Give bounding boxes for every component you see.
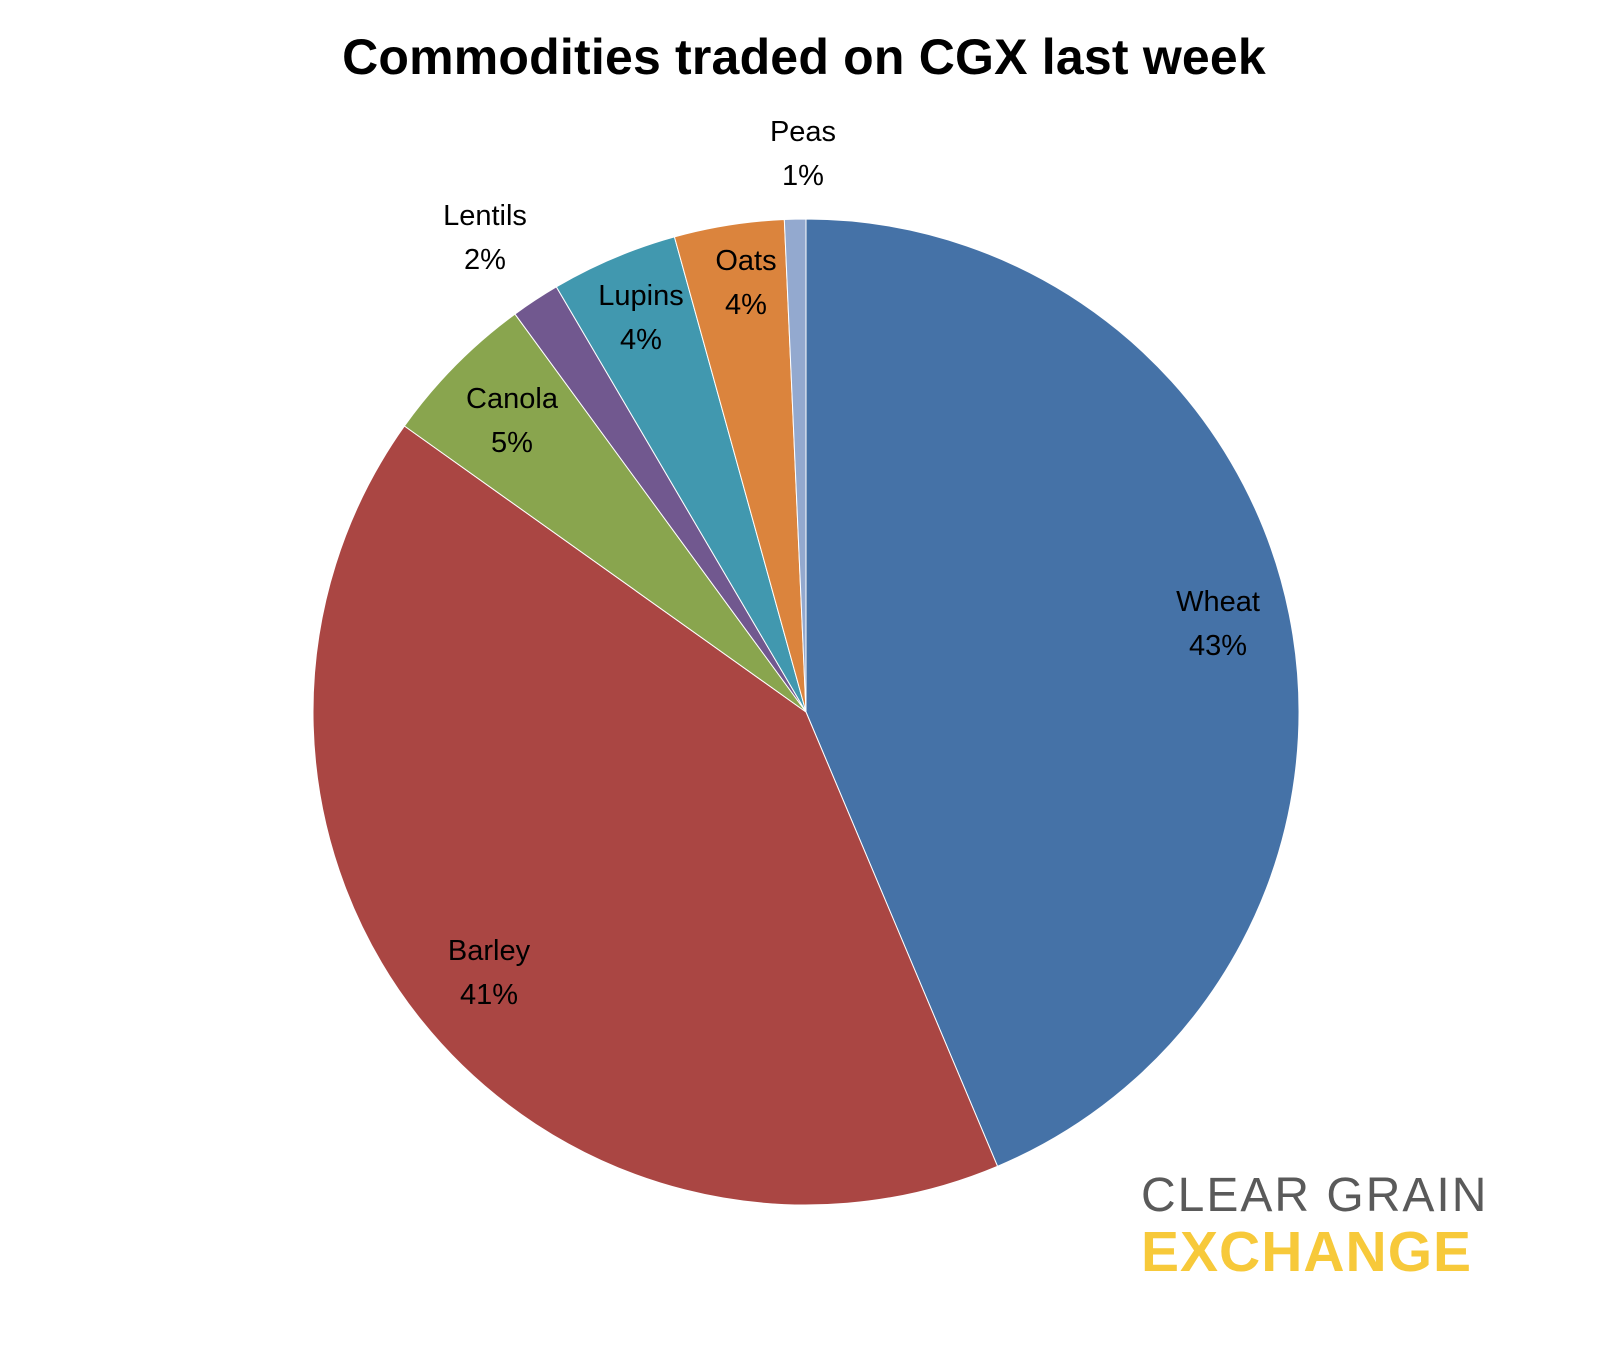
slice-label-percent: 41%: [460, 979, 518, 1011]
slice-label-name: Wheat: [1176, 586, 1260, 618]
slice-label-wheat: Wheat 43%: [1176, 586, 1260, 662]
slice-label-name: Canola: [466, 383, 559, 415]
slice-label-name: Lupins: [598, 280, 683, 312]
slice-label-lentils: Lentils 2%: [443, 200, 527, 276]
slice-label-name: Lentils: [443, 200, 527, 232]
slice-label-name: Oats: [715, 245, 776, 277]
slice-label-percent: 4%: [620, 324, 662, 356]
slice-label-name: Peas: [770, 116, 836, 148]
slice-label-oats: Oats 4%: [715, 245, 776, 321]
pie-slice-peas: [783, 218, 807, 713]
slice-label-peas: Peas 1%: [770, 116, 836, 192]
slice-label-name: Barley: [448, 935, 531, 967]
pie-labels: Wheat 43% Barley 41% Canola 5% Lentils 2% Lupins…: [443, 116, 1260, 1011]
pie-slice-barley: [312, 425, 999, 1206]
slice-label-barley: Barley 41%: [448, 935, 531, 1011]
clear-grain-exchange-logo: CLEAR GRAIN EXCHANGE: [1141, 1172, 1533, 1282]
logo-line-exchange: EXCHANGE: [1141, 1220, 1473, 1284]
slice-label-percent: 2%: [464, 244, 506, 276]
chart-title: Commodities traded on CGX last week: [342, 29, 1266, 85]
slice-label-canola: Canola 5%: [466, 383, 559, 459]
slice-label-percent: 5%: [491, 427, 533, 459]
slice-label-percent: 4%: [725, 289, 767, 321]
pie-slices: [312, 218, 1300, 1206]
slice-label-lupins: Lupins 4%: [598, 280, 683, 356]
pie-slice-canola: [403, 313, 807, 713]
logo-line-clear-grain: CLEAR GRAIN: [1141, 1169, 1489, 1222]
pie-slice-wheat: [805, 218, 1300, 1167]
slice-label-percent: 43%: [1189, 630, 1247, 662]
slice-label-percent: 1%: [782, 160, 824, 192]
